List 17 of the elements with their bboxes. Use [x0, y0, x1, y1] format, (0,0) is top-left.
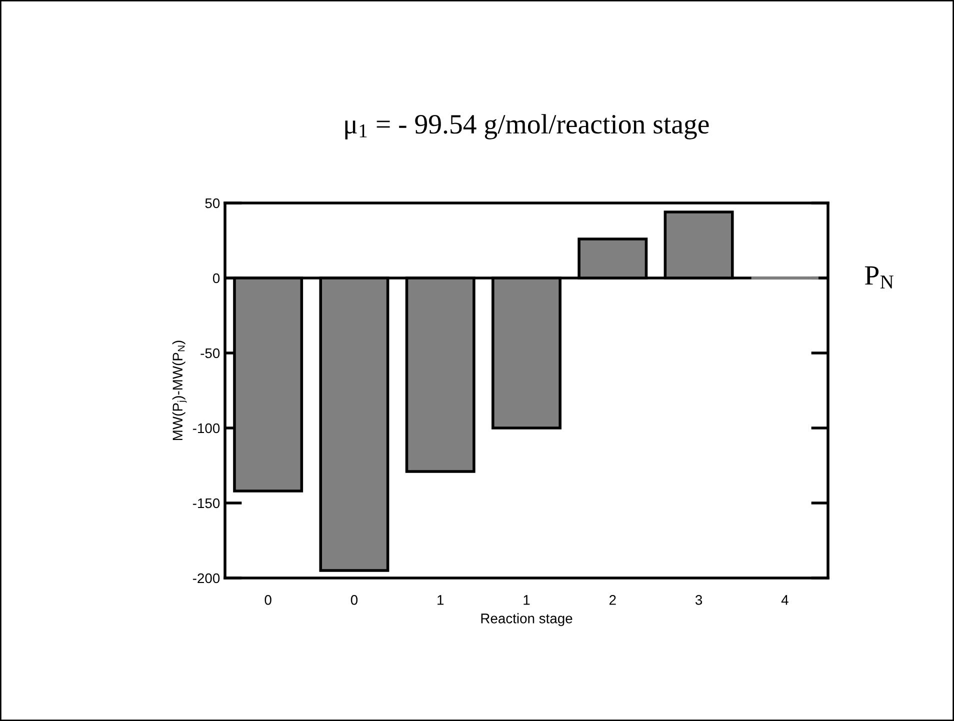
- y-tick-label: 0: [212, 273, 220, 284]
- x-tick-label: 1: [438, 595, 444, 605]
- x-tick-label: 3: [695, 595, 702, 605]
- y-tick-label: 50: [205, 198, 220, 208]
- x-tick-label: 2: [609, 595, 616, 605]
- x-axis-title: Reaction stage: [481, 613, 572, 626]
- y-axis-title: MW(P$_{j}$)-MW(P$_{N}$): [172, 340, 187, 440]
- x-tick-label: 1: [524, 595, 530, 605]
- ref-line-label: P$_{N}$: [864, 266, 894, 288]
- x-tick-label: 0: [350, 595, 358, 605]
- chart-title: μ$_{1}$ = - 99.54 g/mol/reaction stage: [345, 114, 709, 140]
- y-tick-label: -100: [192, 423, 220, 434]
- x-tick-label: 0: [264, 595, 272, 605]
- y-tick-label: -150: [192, 498, 220, 508]
- y-tick-label: -200: [192, 573, 220, 584]
- y-tick-label: -50: [200, 348, 220, 358]
- x-tick-label: 4: [781, 595, 788, 605]
